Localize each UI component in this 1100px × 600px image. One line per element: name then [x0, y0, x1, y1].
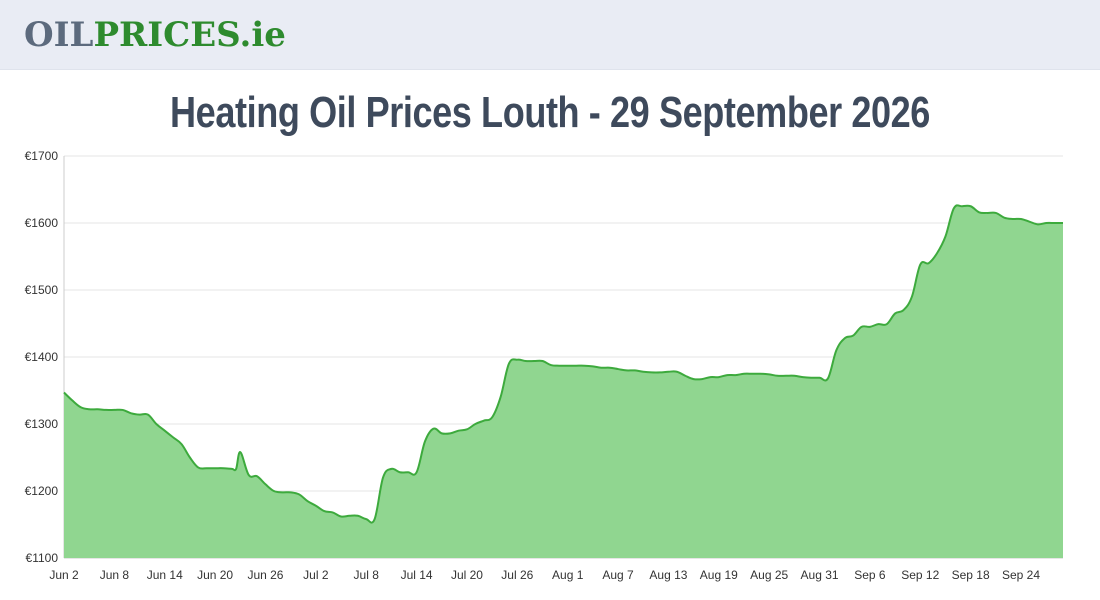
- y-tick-label: €1500: [25, 283, 59, 297]
- x-tick-label: Aug 19: [700, 568, 738, 582]
- logo-oil-text: OIL: [24, 14, 94, 55]
- x-tick-label: Jun 8: [100, 568, 130, 582]
- y-tick-label: €1600: [25, 216, 59, 230]
- price-line: [63, 204, 1063, 524]
- y-tick-label: €1100: [26, 551, 59, 565]
- x-tick-label: Jul 20: [451, 568, 483, 582]
- x-tick-label: Aug 13: [649, 568, 687, 582]
- x-tick-label: Jun 2: [49, 568, 79, 582]
- y-tick-label: €1400: [25, 350, 59, 364]
- price-chart: €1100 €1200 €1300 €1400 €1500 €1600 €1700 Jun 2…: [0, 145, 1100, 600]
- price-chart-svg: €1100 €1200 €1300 €1400 €1500 €1600 €1700 Jun 2…: [25, 149, 1063, 582]
- price-area: [64, 205, 1063, 559]
- x-tick-label: Jun 20: [197, 568, 233, 582]
- x-tick-label: Sep 6: [854, 568, 886, 582]
- x-tick-label: Jun 26: [247, 568, 283, 582]
- x-tick-label: Sep 24: [1002, 568, 1040, 582]
- x-tick-label: Jul 26: [501, 568, 533, 582]
- site-header: OILPRICES.ie: [0, 0, 1100, 70]
- y-tick-label: €1700: [25, 149, 59, 163]
- x-tick-label: Sep 12: [901, 568, 939, 582]
- x-tick-label: Jul 8: [354, 568, 380, 582]
- x-tick-label: Aug 7: [602, 568, 634, 582]
- x-tick-label: Sep 18: [952, 568, 990, 582]
- logo-prices-text: PRICES: [93, 14, 240, 55]
- x-tick-label: Aug 31: [801, 568, 839, 582]
- page-title: Heating Oil Prices Louth - 29 September …: [170, 88, 930, 137]
- site-logo[interactable]: OILPRICES.ie: [24, 18, 286, 52]
- y-tick-label: €1300: [25, 417, 59, 431]
- x-tick-label: Jun 14: [147, 568, 183, 582]
- logo-ie-text: .ie: [239, 14, 286, 55]
- x-tick-label: Jul 2: [303, 568, 329, 582]
- x-tick-label: Aug 1: [552, 568, 584, 582]
- x-tick-label: Jul 14: [401, 568, 433, 582]
- y-tick-label: €1200: [25, 484, 59, 498]
- x-tick-label: Aug 25: [750, 568, 788, 582]
